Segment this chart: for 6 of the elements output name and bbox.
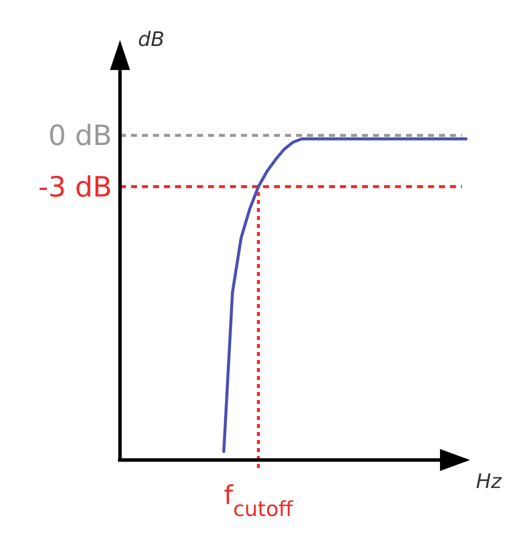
y-axis-title: dB xyxy=(138,27,164,51)
x-axis-title: Hz xyxy=(476,469,502,493)
line-series xyxy=(222,137,468,453)
x-tick-label: f$_{cutoff}$ xyxy=(224,481,294,521)
y-tick-label: -3 dB xyxy=(38,170,112,204)
y-tick-label: 0 dB xyxy=(48,119,112,152)
